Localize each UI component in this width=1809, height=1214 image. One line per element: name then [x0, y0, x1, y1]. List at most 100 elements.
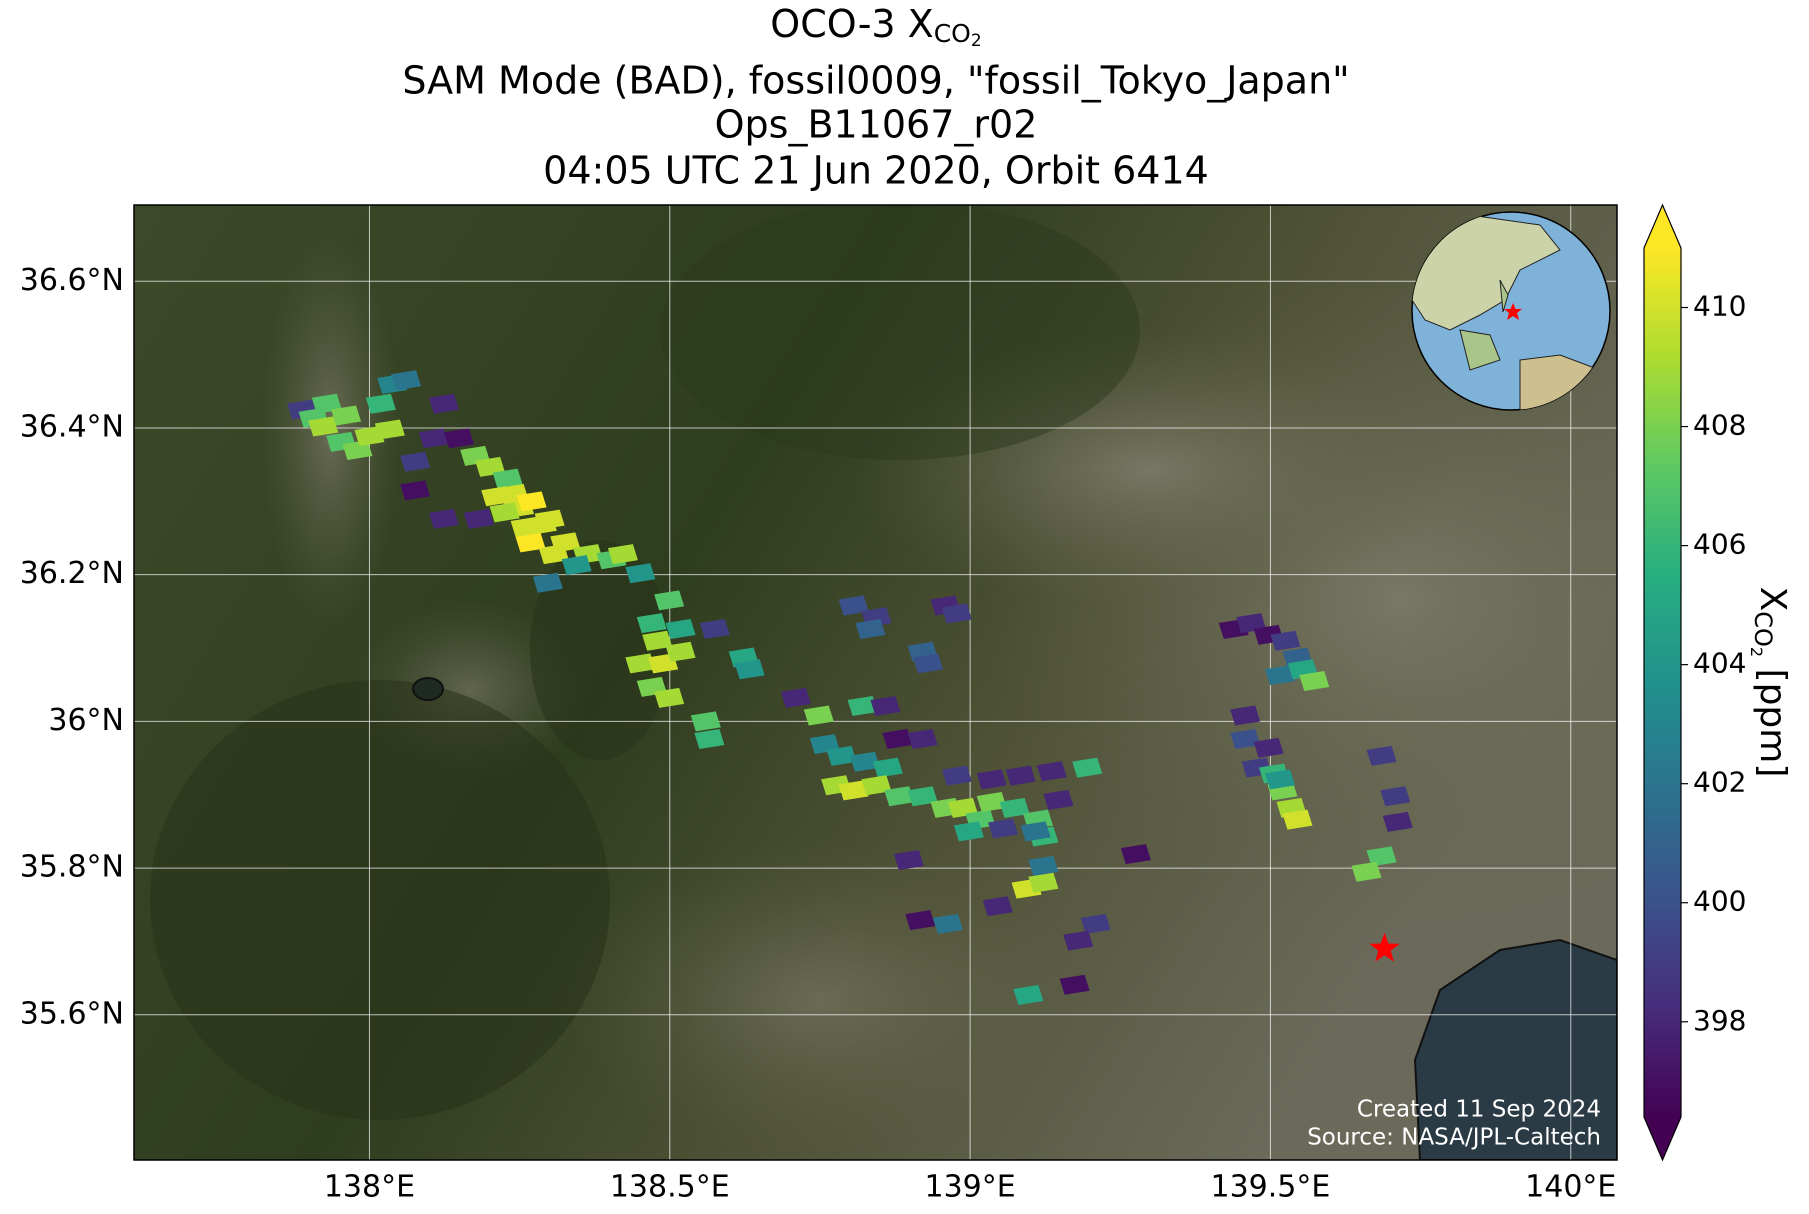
- sounding: [1299, 671, 1330, 692]
- sounding: [988, 818, 1019, 839]
- sounding: [1072, 757, 1103, 778]
- sounding: [780, 687, 811, 708]
- sounding: [400, 451, 431, 472]
- sounding: [1230, 705, 1261, 726]
- sounding: [838, 780, 869, 801]
- sounding: [534, 509, 565, 530]
- sounding: [861, 775, 892, 796]
- sounding: [1351, 861, 1382, 882]
- sounding: [1120, 844, 1151, 865]
- sounding: [905, 910, 936, 931]
- sounding: [625, 563, 656, 584]
- sounding: [870, 695, 901, 716]
- sounding: [308, 416, 339, 437]
- sounding: [665, 618, 696, 639]
- colorbar-tick-label: 398: [1693, 1004, 1746, 1037]
- colorbar-body: [1644, 248, 1681, 1117]
- sounding: [654, 590, 685, 611]
- sounding: [516, 491, 547, 512]
- map-background: [134, 205, 1617, 1160]
- target-marker: [1369, 932, 1400, 962]
- sounding: [803, 705, 834, 726]
- sounding: [463, 508, 494, 529]
- colorbar-tick-label: 406: [1693, 528, 1746, 561]
- sounding: [1080, 913, 1111, 934]
- sounding: [625, 653, 656, 674]
- sounding: [492, 468, 523, 489]
- sounding: [607, 544, 638, 565]
- sounding: [532, 572, 563, 593]
- sounding: [847, 695, 878, 716]
- sounding: [882, 728, 913, 749]
- sounding: [907, 728, 938, 749]
- sounding: [855, 618, 886, 639]
- globe-inset: [1411, 211, 1611, 411]
- lake: [412, 677, 444, 701]
- y-tick-label: 36.2°N: [20, 556, 124, 591]
- sounding: [694, 728, 725, 749]
- x-tick-label: 138°E: [324, 1170, 415, 1205]
- sounding: [331, 405, 362, 426]
- sounding: [690, 711, 721, 732]
- colorbar-tick-label: 402: [1693, 766, 1746, 799]
- sounding: [976, 769, 1007, 790]
- y-tick-label: 35.6°N: [20, 996, 124, 1031]
- sounding: [354, 426, 385, 447]
- sounding: [443, 428, 474, 449]
- colorbar-tick-label: 400: [1693, 885, 1746, 918]
- sounding: [1059, 974, 1090, 995]
- colorbar: 398 400 402 404 406 408 410: [1643, 203, 1746, 1162]
- sounding: [374, 419, 405, 440]
- sounding: [1013, 984, 1044, 1005]
- sounding: [1043, 789, 1074, 810]
- sounding: [428, 508, 459, 529]
- sounding: [872, 757, 903, 778]
- colorbar-tick-label: 404: [1693, 647, 1746, 680]
- sounding: [665, 641, 696, 662]
- colorbar-tick-label: 410: [1693, 290, 1746, 323]
- colorbar-label-main: X: [1752, 587, 1793, 612]
- sounding: [1270, 630, 1301, 651]
- sounding: [1063, 930, 1094, 951]
- sounding: [1005, 765, 1036, 786]
- sounding: [893, 850, 924, 871]
- soundings: [287, 370, 1413, 1005]
- y-tick-label: 35.8°N: [20, 850, 124, 885]
- sounding: [654, 687, 685, 708]
- colorbar-label-unit: [ppm]: [1752, 657, 1793, 777]
- y-tick-label: 36.6°N: [20, 263, 124, 298]
- sounding: [1265, 769, 1296, 790]
- sounding: [941, 603, 972, 624]
- sounding: [907, 786, 938, 807]
- sounding: [953, 821, 984, 842]
- x-tick-label: 139°E: [924, 1170, 1015, 1205]
- sounding: [1036, 761, 1067, 782]
- subtitle: 04:05 UTC 21 Jun 2020, Orbit 6414: [543, 149, 1209, 193]
- sounding: [418, 428, 449, 449]
- colorbar-extend: [1644, 205, 1681, 248]
- sounding: [1253, 737, 1284, 758]
- colorbar-frame: [1643, 203, 1682, 1162]
- sounding: [1265, 665, 1296, 686]
- grid: [134, 205, 1617, 1160]
- sounding: [1366, 745, 1397, 766]
- sounding: [826, 745, 857, 766]
- sounding: [391, 370, 422, 391]
- x-tick-label: 140°E: [1525, 1170, 1616, 1205]
- sounding: [838, 595, 869, 616]
- x-tick-label: 138.5°E: [610, 1170, 730, 1205]
- subtitle: Ops_B11067_r02: [715, 103, 1038, 147]
- sounding: [1380, 786, 1411, 807]
- sounding: [1028, 855, 1059, 876]
- sounding: [561, 555, 592, 576]
- colorbar-label-sub2: 2: [1748, 647, 1767, 657]
- sounding: [999, 797, 1030, 818]
- sounding: [1020, 821, 1051, 842]
- sounding: [400, 480, 431, 501]
- sounding: [1028, 872, 1059, 893]
- subtitle: SAM Mode (BAD), fossil0009, "fossil_Toky…: [402, 59, 1349, 103]
- colorbar-label: XCO2 [ppm]: [1748, 587, 1794, 778]
- bay: [1413, 938, 1617, 1160]
